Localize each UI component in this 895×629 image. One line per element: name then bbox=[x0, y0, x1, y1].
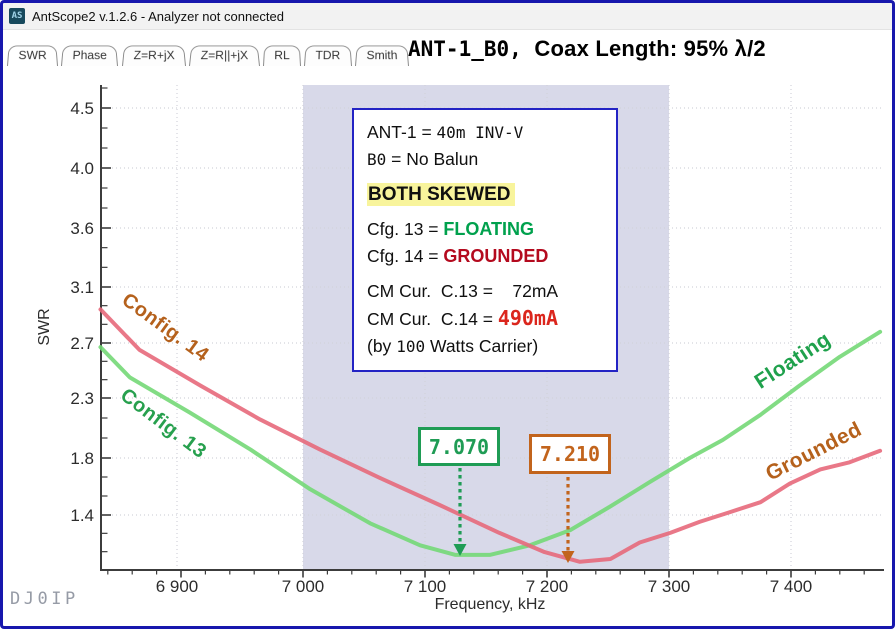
info-line-antenna: ANT-1 = 40m INV-V bbox=[367, 122, 524, 142]
x-tick-labels: 6 900 7 000 7 100 7 200 7 300 7 400 bbox=[156, 577, 813, 596]
chart-heading-coax: Coax Length: 95% λ/2 bbox=[521, 36, 766, 61]
info-box: ANT-1 = 40m INV-V B0 = No Balun BOTH SKE… bbox=[352, 108, 618, 372]
x-axis-label: Frequency, kHz bbox=[435, 596, 546, 613]
svg-text:7 200: 7 200 bbox=[526, 577, 569, 596]
info-line-cfg14: Cfg. 14 = GROUNDED bbox=[367, 246, 549, 266]
grid-lines bbox=[112, 85, 884, 570]
callout-floating-min: 7.070 bbox=[418, 427, 500, 466]
tab-z-series[interactable]: Z=R+jX bbox=[121, 45, 187, 66]
svg-text:7 100: 7 100 bbox=[404, 577, 447, 596]
app-icon: AS bbox=[9, 8, 25, 24]
info-line-cm-current-13: CM Cur. C.13 = 72mA bbox=[367, 281, 559, 301]
tab-tdr[interactable]: TDR bbox=[303, 45, 352, 66]
y-axis-ticks bbox=[101, 87, 111, 553]
svg-text:7 000: 7 000 bbox=[282, 577, 325, 596]
y-axis-label: SWR bbox=[36, 308, 53, 345]
watermark: DJ0IP bbox=[10, 589, 79, 609]
svg-text:1.4: 1.4 bbox=[70, 506, 94, 525]
info-line-power: (by 100 Watts Carrier) bbox=[367, 336, 539, 356]
chart-heading: ANT-1_B0, Coax Length: 95% λ/2 bbox=[408, 36, 766, 62]
svg-text:6 900: 6 900 bbox=[156, 577, 199, 596]
tab-z-parallel[interactable]: Z=R||+jX bbox=[189, 45, 260, 66]
tab-swr[interactable]: SWR bbox=[7, 45, 59, 66]
curve-config14-grounded bbox=[98, 307, 883, 564]
info-line-cfg13: Cfg. 13 = FLOATING bbox=[367, 219, 535, 239]
y-tick-labels: 4.5 4.0 3.6 3.1 2.7 2.3 1.8 1.4 bbox=[70, 99, 94, 525]
info-line-cm-current-14: CM Cur. C.14 = 490mA bbox=[367, 306, 559, 330]
tab-smith[interactable]: Smith bbox=[354, 45, 409, 66]
tab-rl[interactable]: RL bbox=[262, 45, 301, 66]
svg-text:3.1: 3.1 bbox=[70, 278, 94, 297]
svg-text:1.8: 1.8 bbox=[70, 449, 94, 468]
svg-text:2.3: 2.3 bbox=[70, 389, 94, 408]
svg-text:3.6: 3.6 bbox=[70, 219, 94, 238]
window-title: AntScope2 v.1.2.6 - Analyzer not connect… bbox=[32, 8, 284, 24]
tab-bar: SWR Phase Z=R+jX Z=R||+jX RL TDR Smith bbox=[7, 42, 409, 66]
chart-heading-id: ANT-1_B0, bbox=[408, 37, 522, 61]
svg-text:2.7: 2.7 bbox=[70, 334, 94, 353]
svg-text:4.0: 4.0 bbox=[70, 159, 94, 178]
svg-text:7 400: 7 400 bbox=[770, 577, 813, 596]
min-arrow-grounded bbox=[561, 477, 575, 563]
tab-phase[interactable]: Phase bbox=[61, 45, 119, 66]
info-line-skewed: BOTH SKEWED bbox=[367, 181, 606, 208]
min-arrow-floating bbox=[453, 468, 467, 556]
title-bar: AS AntScope2 v.1.2.6 - Analyzer not conn… bbox=[3, 3, 892, 30]
svg-text:4.5: 4.5 bbox=[70, 99, 94, 118]
callout-grounded-min: 7.210 bbox=[529, 434, 611, 474]
svg-text:7 300: 7 300 bbox=[648, 577, 691, 596]
x-axis-ticks bbox=[107, 570, 865, 578]
info-line-balun: B0 = No Balun bbox=[367, 149, 479, 169]
